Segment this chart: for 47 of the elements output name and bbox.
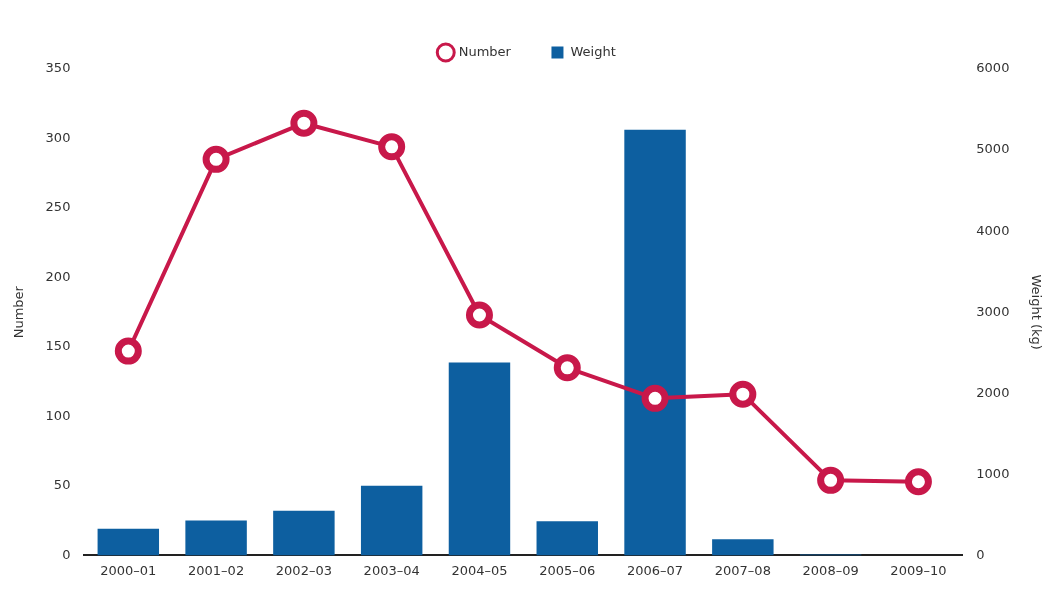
x-tick-label: 2002–03 [275,562,332,578]
y2-tick-label: 4000 [976,222,1010,238]
bar [273,510,335,556]
y-tick-label: 50 [53,477,71,493]
y2-tick-label: 1000 [976,465,1010,481]
bar [624,129,686,556]
x-tick-label: 2001–02 [188,562,245,578]
y-tick-label: 100 [45,407,71,423]
y2-tick-label: 6000 [976,60,1010,76]
y-axis-title: Number [11,285,27,339]
x-tick-label: 2000–01 [100,562,157,578]
point [729,380,757,408]
y2-tick-label: 2000 [976,384,1010,400]
y2-tick-label: 5000 [976,141,1010,157]
y-tick-label: 150 [45,338,71,354]
bar [185,520,247,556]
x-tick-label: 2003–04 [363,562,420,578]
y-tick-label: 350 [45,60,71,76]
x-tick-label: 2009–10 [890,562,947,578]
point [202,145,230,173]
x-tick-label: 2004–05 [451,562,508,578]
bar [97,528,160,556]
x-tick-label: 2008–09 [802,562,859,578]
y-tick-label: 0 [62,546,71,562]
point [817,466,845,494]
y2-tick-label: 3000 [976,303,1010,319]
point [378,133,406,161]
x-tick-label: 2005–06 [539,562,596,578]
bar [360,485,423,556]
bar [448,362,511,556]
x-tick-label: 2007–08 [714,562,771,578]
point [904,468,932,496]
point [641,384,669,412]
y-tick-label: 300 [45,129,71,145]
point [290,109,318,137]
bar [536,521,598,556]
point [553,354,581,382]
y2-axis-title: Weight (kg) [1028,274,1044,350]
bar [712,539,774,556]
legend-label: Weight [570,43,616,59]
point [465,301,493,329]
y2-tick-label: 0 [976,546,985,562]
point [114,337,142,365]
y-tick-label: 200 [45,268,71,284]
legend-label: Number [458,43,512,59]
y-tick-label: 250 [45,199,71,215]
x-tick-label: 2006–07 [626,562,684,578]
